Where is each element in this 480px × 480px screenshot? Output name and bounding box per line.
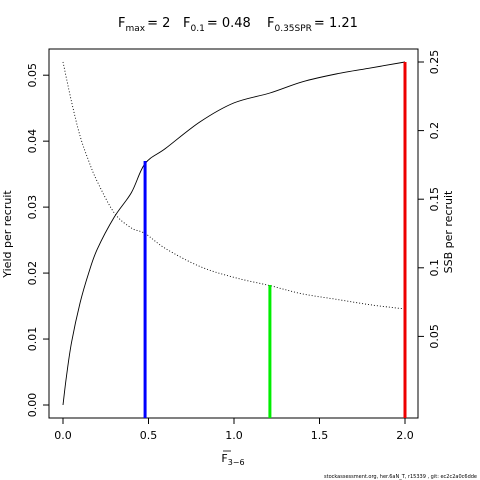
series-layer [62, 61, 406, 406]
chart-title: Fmax = 2 F0.1 = 0.48 F0.35SPR = 1.21 [118, 16, 358, 34]
title-fspr: F0.35SPR = 1.21 [267, 16, 358, 34]
y-right-tick-label: 0.2 [428, 122, 441, 140]
x-axis-title-main: F [221, 452, 227, 465]
x-tick-label: 2.0 [396, 429, 414, 442]
x-tick-label: 0.5 [140, 429, 158, 442]
y-axis-right: 0.05 0.1 0.15 0.2 0.25 [418, 50, 441, 349]
y-left-tick-label: 0.01 [26, 327, 39, 352]
x-tick-label: 1.0 [225, 429, 243, 442]
y-left-tick-label: 0.03 [26, 195, 39, 220]
y-right-tick-label: 0.15 [428, 187, 441, 212]
y-left-tick-label: 0.05 [26, 63, 39, 88]
title-fmax-label: F [118, 16, 125, 31]
y-right-tick-label: 0.1 [428, 259, 441, 277]
y-right-tick-label: 0.25 [428, 50, 441, 75]
title-fmax-value: = 2 [147, 16, 170, 31]
title-fspr-value: = 1.21 [314, 16, 358, 31]
plot-frame [48, 48, 419, 419]
title-fspr-label: F [267, 16, 274, 31]
ssb-per-recruit-line [62, 61, 406, 310]
y-right-tick-label: 0.05 [428, 324, 441, 349]
footer-text: stockassessment.org, her.6aN_T, r15339 ,… [324, 474, 477, 480]
y-left-tick-label: 0.04 [26, 129, 39, 154]
y-axis-right-title: SSB per recruit [442, 190, 455, 273]
title-f01-label: F [183, 16, 190, 31]
reference-lines [143, 62, 407, 418]
x-axis-title: F3−6 [221, 452, 244, 467]
y-axis-left: 0.00 0.01 0.02 0.03 0.04 0.05 [26, 63, 49, 417]
x-axis: 0.0 0.5 1.0 1.5 2.0 [54, 418, 414, 442]
y-axis-left-title: Yield per recruit [1, 190, 14, 279]
title-f01: F0.1 = 0.48 [183, 16, 251, 34]
title-fspr-sub: 0.35SPR [274, 24, 311, 34]
y-left-tick-label: 0.00 [26, 393, 39, 418]
x-tick-label: 1.5 [311, 429, 329, 442]
yield-per-recruit-line [62, 61, 406, 406]
x-tick-label: 0.0 [54, 429, 72, 442]
title-fmax-sub: max [125, 24, 145, 34]
y-left-tick-label: 0.02 [26, 261, 39, 286]
title-f01-sub: 0.1 [190, 24, 204, 34]
title-fmax: Fmax = 2 [118, 16, 170, 34]
title-f01-value: = 0.48 [207, 16, 251, 31]
x-axis-title-sub: 3−6 [228, 458, 245, 467]
